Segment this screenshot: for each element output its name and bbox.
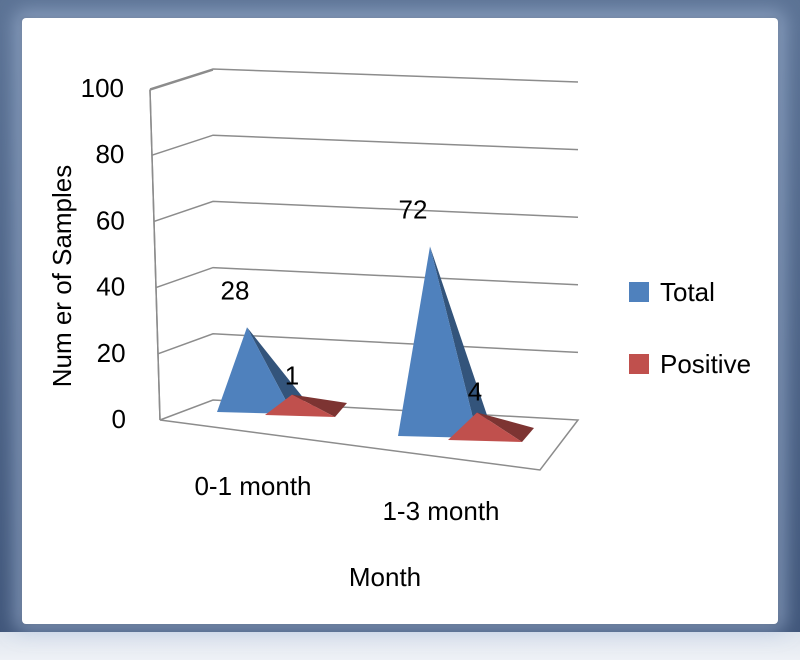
- legend-swatch-0: [629, 282, 649, 302]
- x-axis-ticks: 0-1 month 1-3 month: [194, 471, 499, 526]
- chart-marks: [217, 246, 534, 442]
- x-tick-label: 1-3 month: [382, 496, 499, 526]
- legend-swatch-1: [629, 354, 649, 374]
- floor: [159, 399, 580, 471]
- y-tick-label: 20: [97, 338, 126, 368]
- pyramid-tot-1: [398, 246, 478, 438]
- gridline: [151, 134, 579, 156]
- y-tick-label: 100: [81, 73, 124, 103]
- y-axis-line: [149, 89, 161, 421]
- left-wall-edge: [149, 69, 214, 421]
- pyramid-pos-0: [265, 394, 335, 417]
- data-label: 28: [221, 275, 250, 305]
- pyramid-tot-0: [217, 327, 293, 414]
- legend: Total Positive: [629, 277, 751, 379]
- y-axis-ticks: 0 20 40 60 80 100: [81, 73, 126, 434]
- data-labels: 28 1 72 4: [221, 194, 483, 406]
- chart-panel: [22, 18, 778, 624]
- data-label: 1: [285, 361, 299, 391]
- y-tick-label: 0: [112, 404, 126, 434]
- legend-label: Positive: [660, 349, 751, 379]
- pyramid-tot-side: [430, 246, 490, 438]
- chart-walls: [149, 69, 580, 471]
- legend-label: Total: [660, 277, 715, 307]
- gridline: [157, 333, 579, 355]
- pyramid-pos-side: [292, 394, 347, 417]
- pyramid-tot-side: [247, 327, 305, 414]
- x-tick-label: 0-1 month: [194, 471, 311, 501]
- data-label: 72: [399, 194, 428, 224]
- y-tick-label: 40: [96, 272, 125, 302]
- gridline: [153, 200, 579, 223]
- y-axis-title: Num er of Samples: [47, 165, 77, 388]
- gridline: [155, 266, 579, 289]
- gridline: [149, 68, 579, 90]
- pyramid-pos-side: [477, 412, 534, 442]
- gridlines: [149, 68, 579, 355]
- data-label: 4: [468, 376, 482, 406]
- y-tick-label: 60: [96, 205, 125, 235]
- pyramid-pos-1: [448, 412, 522, 442]
- y-tick-label: 80: [95, 139, 124, 169]
- x-axis-title: Month: [349, 562, 421, 592]
